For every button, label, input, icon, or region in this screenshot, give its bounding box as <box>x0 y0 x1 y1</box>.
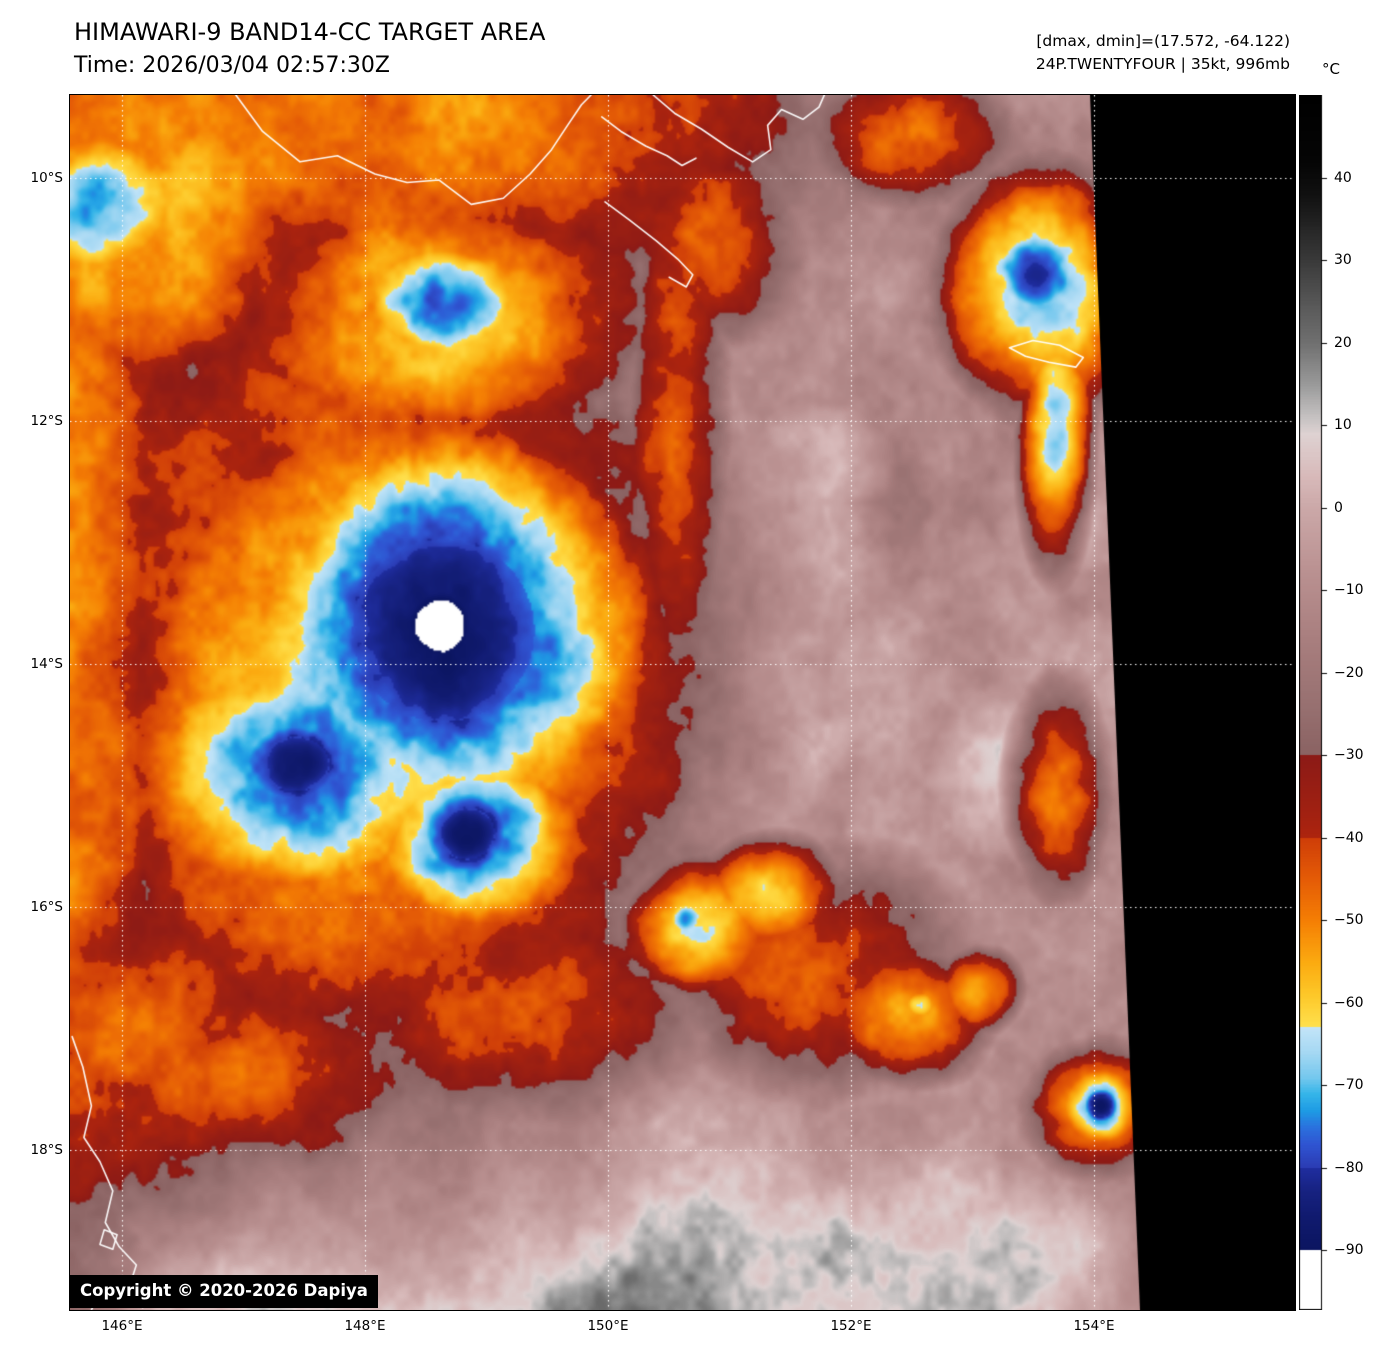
storm-readout: 24P.TWENTYFOUR | 35kt, 996mb <box>1035 55 1290 73</box>
colorbar-tick-label: 30 <box>1334 252 1352 269</box>
lat-tick-label: 12°S <box>30 413 64 429</box>
lon-tick-label: 148°E <box>344 1318 386 1334</box>
colorbar-tick-label: 10 <box>1334 417 1352 434</box>
colorbar-tick-label: −50 <box>1334 912 1364 929</box>
lat-tick-label: 16°S <box>30 899 64 915</box>
colorbar-unit-label: °C <box>1322 60 1340 78</box>
colorbar <box>1299 95 1329 1310</box>
colorbar-tick-label: −90 <box>1334 1242 1364 1259</box>
colorbar-tick-label: −30 <box>1334 747 1364 764</box>
colorbar-tick-label: 0 <box>1334 499 1343 516</box>
colorbar-tick-label: −40 <box>1334 829 1364 846</box>
page-title: HIMAWARI-9 BAND14-CC TARGET AREA <box>74 18 546 46</box>
colorbar-tick-label: 40 <box>1334 169 1352 186</box>
lon-tick-label: 146°E <box>101 1318 143 1334</box>
colorbar-tick-label: −20 <box>1334 664 1364 681</box>
colorbar-tick-label: −60 <box>1334 994 1364 1011</box>
colorbar-tick-label: −70 <box>1334 1077 1364 1094</box>
colorbar-tick-label: 20 <box>1334 334 1352 351</box>
dmax-dmin-readout: [dmax, dmin]=(17.572, -64.122) <box>1036 32 1290 50</box>
timestamp: Time: 2026/03/04 02:57:30Z <box>74 53 390 78</box>
lat-tick-label: 10°S <box>30 170 64 186</box>
lat-tick-label: 18°S <box>30 1142 64 1158</box>
copyright-badge: Copyright © 2020-2026 Dapiya <box>70 1275 378 1308</box>
lat-tick-label: 14°S <box>30 656 64 672</box>
colorbar-tick-label: −10 <box>1334 582 1364 599</box>
lon-tick-label: 152°E <box>830 1318 872 1334</box>
lon-tick-label: 150°E <box>587 1318 629 1334</box>
colorbar-tick-label: −80 <box>1334 1159 1364 1176</box>
lon-tick-label: 154°E <box>1073 1318 1115 1334</box>
satellite-ir-map <box>69 94 1296 1311</box>
